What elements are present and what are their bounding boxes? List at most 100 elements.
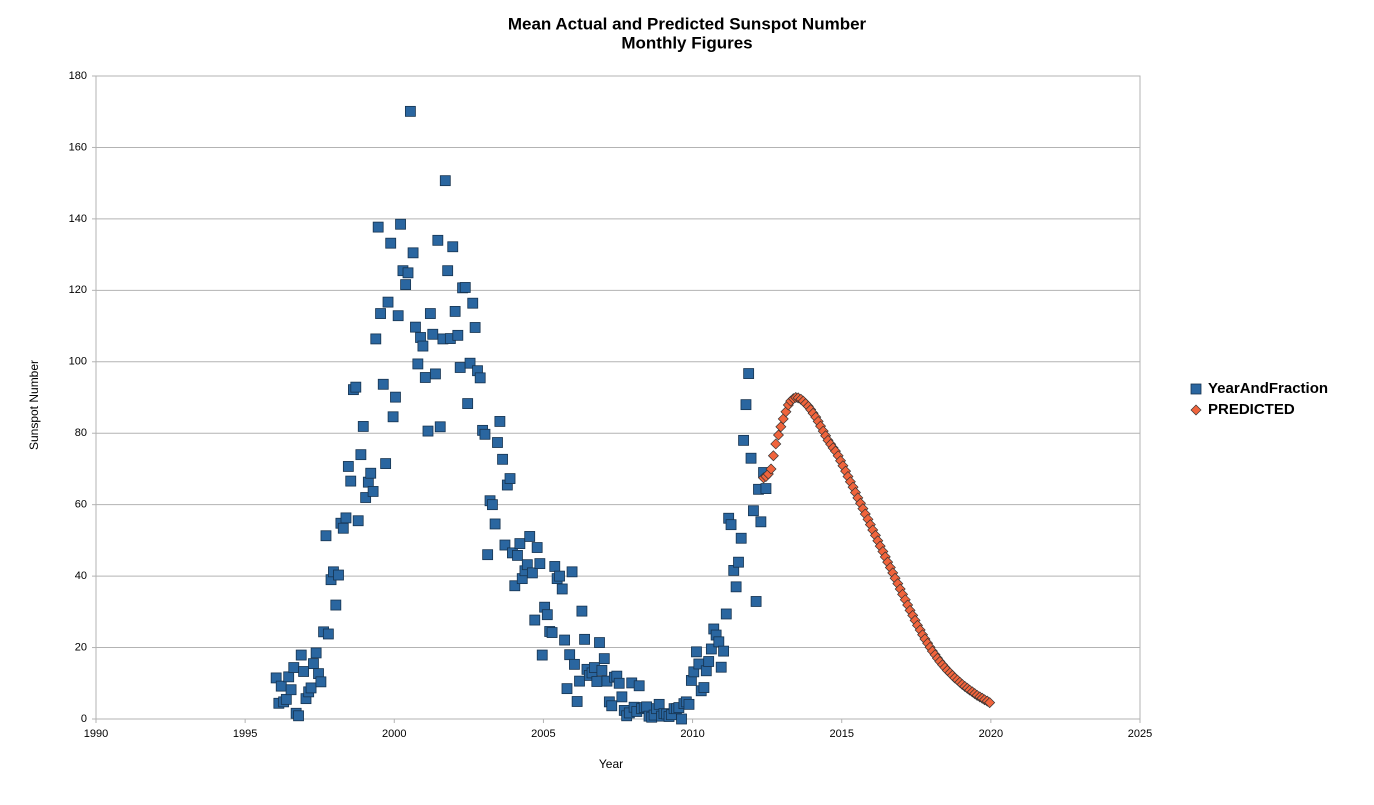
data-point	[713, 636, 725, 648]
data-point	[387, 411, 399, 423]
data-point	[574, 675, 585, 687]
data-point	[536, 649, 548, 661]
data-point	[765, 463, 777, 475]
data-point	[531, 542, 543, 553]
data-point	[308, 658, 319, 670]
data-point	[305, 682, 317, 694]
data-point	[653, 698, 665, 710]
data-point	[579, 633, 590, 645]
data-point	[430, 368, 441, 380]
data-point	[755, 516, 767, 528]
data-point	[382, 296, 394, 308]
data-point	[683, 698, 695, 710]
data-point	[554, 570, 565, 582]
data-point	[280, 693, 292, 705]
data-point	[467, 297, 479, 309]
data-point	[293, 710, 304, 722]
data-point	[596, 665, 608, 676]
data-point	[748, 505, 759, 517]
data-point	[561, 683, 573, 695]
data-point	[419, 372, 431, 383]
data-point	[422, 425, 434, 437]
data-point	[698, 682, 710, 693]
data-point	[385, 237, 397, 249]
data-point	[541, 609, 553, 621]
data-point	[352, 515, 364, 527]
data-point	[400, 279, 412, 291]
data-point	[390, 391, 401, 403]
data-point	[770, 438, 782, 450]
data-point	[571, 696, 583, 707]
y-tick-label: 0	[81, 713, 87, 725]
data-point	[370, 333, 382, 345]
data-point	[464, 357, 476, 369]
x-tick-label: 2000	[382, 728, 406, 740]
data-point	[767, 450, 779, 462]
data-point	[492, 437, 503, 448]
x-axis-title: Year	[599, 757, 623, 771]
data-point	[285, 684, 297, 696]
legend-label: YearAndFraction	[1208, 380, 1328, 397]
data-point	[449, 306, 461, 317]
data-point	[534, 558, 546, 570]
chart-subtitle: Monthly Figures	[621, 33, 752, 52]
data-point	[392, 310, 404, 322]
data-point	[738, 434, 749, 446]
data-point	[606, 700, 618, 712]
x-tick-label: 2005	[531, 728, 555, 740]
data-point	[494, 416, 506, 427]
data-point	[576, 605, 588, 617]
data-point	[283, 671, 295, 683]
plot-frame	[95, 75, 1141, 720]
data-point	[340, 512, 352, 524]
data-point	[745, 452, 757, 464]
data-point	[395, 218, 406, 230]
data-point	[718, 645, 729, 657]
y-tick-label: 40	[75, 570, 87, 582]
data-point	[442, 265, 454, 277]
data-point	[320, 530, 332, 542]
data-point	[499, 539, 511, 551]
data-point	[529, 614, 541, 626]
data-point	[715, 661, 727, 673]
data-point	[546, 627, 558, 638]
data-point	[725, 519, 737, 531]
data-point	[489, 518, 501, 530]
data-point	[676, 713, 687, 725]
x-tick-label: 2010	[680, 728, 704, 740]
y-tick-label: 120	[69, 284, 87, 296]
x-tick-label: 2020	[979, 728, 1003, 740]
data-point	[760, 483, 772, 494]
x-tick-label: 1995	[233, 728, 257, 740]
data-point	[402, 267, 414, 279]
data-point	[469, 322, 481, 333]
data-point	[462, 398, 474, 409]
data-point	[474, 372, 486, 384]
data-point	[447, 241, 459, 253]
data-point	[487, 499, 498, 511]
data-point	[412, 358, 424, 370]
legend-label: PREDICTED	[1208, 401, 1295, 418]
data-point	[616, 691, 628, 703]
data-point	[482, 549, 494, 561]
data-point	[367, 486, 379, 497]
data-point	[549, 561, 561, 572]
data-point	[298, 666, 310, 677]
data-point	[633, 680, 645, 692]
data-point	[360, 492, 372, 503]
data-point	[700, 665, 712, 677]
data-point	[357, 421, 369, 432]
data-point	[740, 399, 752, 411]
data-point	[594, 637, 605, 648]
data-point	[526, 567, 538, 579]
data-point	[512, 549, 523, 561]
data-point	[750, 596, 762, 607]
data-point	[705, 643, 717, 655]
data-point	[295, 649, 307, 661]
data-point	[365, 467, 377, 479]
data-point	[355, 449, 367, 461]
data-point	[730, 581, 742, 593]
data-point	[432, 234, 444, 246]
data-point	[564, 649, 576, 661]
